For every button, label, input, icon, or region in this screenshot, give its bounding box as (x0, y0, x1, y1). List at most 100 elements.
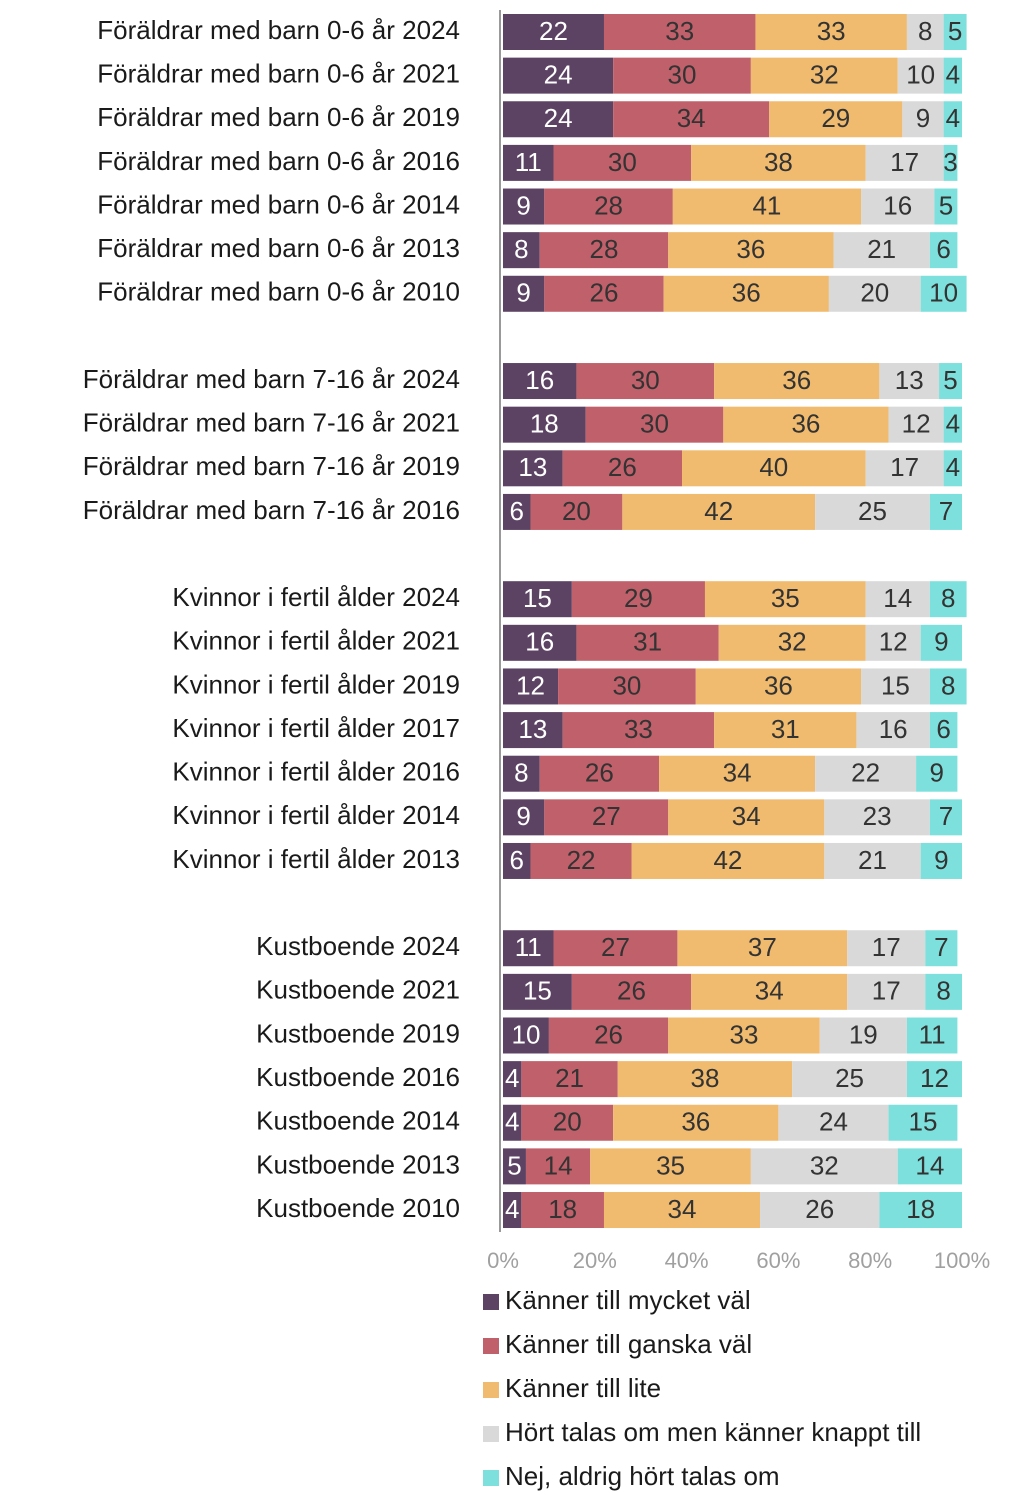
data-label: 26 (617, 976, 646, 1006)
bar-segment (571, 973, 692, 1010)
bar-segment (819, 1017, 907, 1054)
bar-segment (888, 1104, 958, 1141)
bar-segment (943, 101, 962, 138)
bar-segment (503, 188, 545, 225)
data-label: 4 (505, 1107, 519, 1137)
data-label: 4 (505, 1194, 519, 1224)
data-label: 7 (934, 932, 948, 962)
bar-segment (861, 668, 930, 705)
data-label: 5 (943, 365, 957, 395)
data-label: 11 (515, 147, 542, 177)
bar-segment (603, 14, 756, 50)
category-label: Föräldrar med barn 0-6 år 2013 (97, 233, 460, 263)
data-label: 15 (909, 1107, 938, 1137)
bar-segment (553, 144, 692, 181)
bar-segment (723, 406, 889, 443)
data-label: 12 (879, 627, 908, 657)
data-label: 36 (791, 409, 820, 439)
data-label: 37 (748, 932, 777, 962)
data-label: 5 (507, 1150, 521, 1180)
data-label: 17 (872, 932, 901, 962)
bar-segment (668, 1017, 820, 1054)
data-label: 20 (860, 278, 889, 308)
bar-segment (847, 930, 926, 967)
data-label: 26 (608, 452, 637, 482)
bar-segment (521, 1104, 614, 1141)
bar-segment (906, 14, 944, 50)
bar-segment (672, 188, 862, 225)
category-label: Föräldrar med barn 0-6 år 2016 (97, 146, 460, 176)
data-label: 13 (895, 365, 924, 395)
data-label: 15 (881, 670, 910, 700)
bar-segment (879, 1192, 962, 1229)
data-label: 6 (936, 714, 950, 744)
data-label: 8 (918, 16, 932, 46)
bar-segment (929, 232, 958, 269)
data-label: 28 (594, 190, 623, 220)
data-label: 31 (771, 714, 800, 744)
bar-segment (943, 14, 967, 50)
legend-swatch (483, 1470, 499, 1486)
data-label: 9 (516, 190, 530, 220)
bar-segment (925, 930, 958, 967)
legend-label: Känner till mycket väl (505, 1285, 751, 1315)
data-label: 16 (525, 365, 554, 395)
data-label: 25 (835, 1063, 864, 1093)
category-label: Kvinnor i fertil ålder 2014 (172, 800, 460, 830)
bar-segment (530, 493, 623, 530)
data-label: 15 (523, 583, 552, 613)
x-tick-label: 20% (573, 1248, 617, 1273)
bar-segment (503, 101, 614, 138)
data-label: 26 (590, 278, 619, 308)
data-label: 32 (810, 1150, 839, 1180)
data-label: 23 (863, 801, 892, 831)
category-label: Kvinnor i fertil ålder 2016 (172, 757, 460, 787)
legend-swatch (483, 1294, 499, 1310)
category-label: Kvinnor i fertil ålder 2024 (172, 582, 460, 612)
data-label: 4 (505, 1063, 519, 1093)
data-label: 33 (665, 16, 694, 46)
x-tick-label: 100% (934, 1248, 990, 1273)
bar-segment (503, 144, 554, 181)
data-label: 27 (601, 932, 630, 962)
data-label: 42 (704, 496, 733, 526)
bar-segment (847, 973, 926, 1010)
legend-swatch (483, 1426, 499, 1442)
bar-segment (691, 144, 866, 181)
bar-segment (503, 57, 614, 94)
bar-segment (760, 1192, 880, 1229)
bar-segment (525, 1148, 591, 1185)
data-label: 13 (518, 714, 547, 744)
bar-segment (778, 1104, 889, 1141)
x-tick-label: 0% (487, 1248, 519, 1273)
bar-segment (663, 275, 829, 312)
bar-segment (631, 842, 825, 879)
x-tick-label: 60% (756, 1248, 800, 1273)
data-label: 10 (929, 278, 958, 308)
bar-segment (521, 1192, 604, 1229)
bar-segment (704, 581, 866, 618)
data-label: 29 (624, 583, 653, 613)
data-label: 33 (817, 16, 846, 46)
data-label: 5 (948, 16, 962, 46)
category-label: Föräldrar med barn 0-6 år 2014 (97, 189, 460, 219)
category-label: Kustboende 2016 (256, 1062, 460, 1092)
data-label: 38 (690, 1063, 719, 1093)
data-label: 26 (594, 1019, 623, 1049)
data-label: 35 (771, 583, 800, 613)
data-label: 25 (858, 496, 887, 526)
data-label: 14 (883, 583, 912, 613)
bar-segment (617, 1061, 793, 1098)
bar-segment (828, 275, 921, 312)
bar-segment (833, 232, 930, 269)
bar-segment (544, 275, 664, 312)
bar-segment (677, 930, 848, 967)
category-label: Kvinnor i fertil ålder 2021 (172, 626, 460, 656)
bar-segment (897, 57, 944, 94)
data-label: 35 (656, 1150, 685, 1180)
data-label: 18 (906, 1194, 935, 1224)
bar-segment (503, 755, 540, 792)
bar-segment (920, 624, 962, 661)
data-label: 42 (713, 845, 742, 875)
